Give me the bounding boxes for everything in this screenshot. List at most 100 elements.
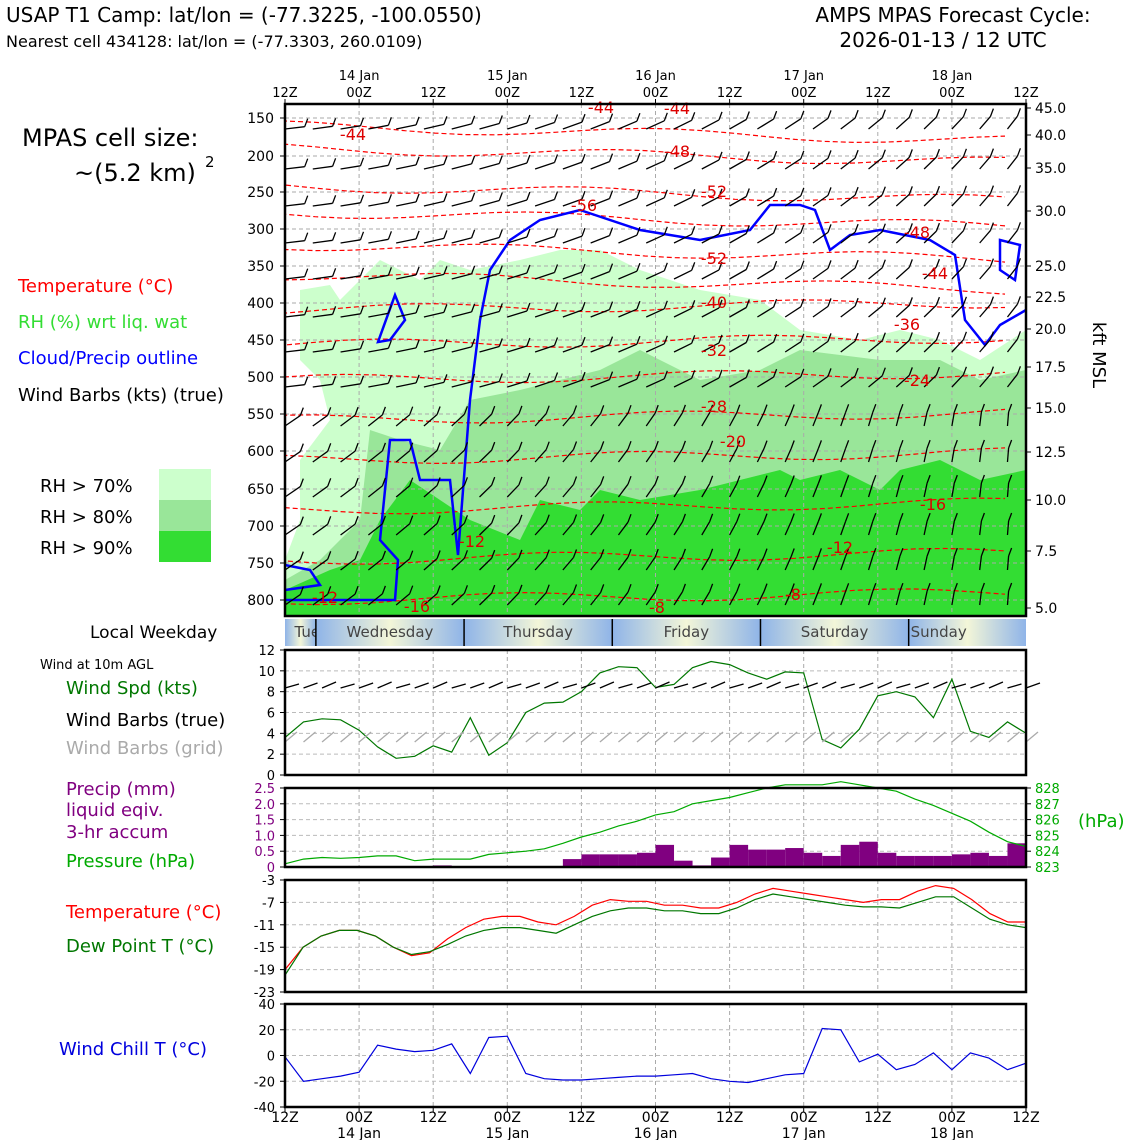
wind-barb-feather xyxy=(436,406,441,415)
wind-barb-feather xyxy=(953,547,958,557)
wind-barb-feather xyxy=(708,475,714,485)
wind-barb-staff xyxy=(1006,229,1018,244)
wind-barb-staff xyxy=(951,193,964,207)
wind-barb-staff xyxy=(979,156,991,170)
wind-barb-staff xyxy=(451,311,472,318)
wind-barb xyxy=(368,340,393,353)
bottom-date-label: 14 Jan xyxy=(337,1126,381,1140)
top-date-label: 14 Jan xyxy=(339,69,380,84)
wind-barb-feather xyxy=(1016,366,1022,375)
wind-barb-staff xyxy=(784,341,802,353)
wind-barb-feather xyxy=(491,584,496,594)
wind-barb xyxy=(562,549,578,571)
bottom-time-tick-label: 12Z xyxy=(716,1110,743,1126)
wind-barb-feather xyxy=(600,405,605,414)
wind-barb-staff xyxy=(645,591,656,606)
wind-barb xyxy=(618,262,641,280)
wind-barb-feather xyxy=(387,305,393,314)
wind-barb-staff xyxy=(618,343,638,353)
surface-grid-barb xyxy=(525,731,539,743)
wind-barb-staff xyxy=(312,125,333,130)
wind-barb-feather xyxy=(817,583,823,592)
wind-barb xyxy=(451,515,469,536)
wind-barb-feather xyxy=(980,512,986,522)
wind-barb-feather xyxy=(935,258,941,268)
temperature-contour xyxy=(284,334,1006,351)
wind-barb-feather xyxy=(359,305,365,315)
surface-wind-barb xyxy=(859,682,874,689)
wind-barb xyxy=(645,475,659,498)
wind-barb xyxy=(312,516,332,536)
wind-barb-staff xyxy=(506,484,520,498)
wind-barb xyxy=(451,373,476,388)
wind-barb-staff xyxy=(368,347,389,353)
wind-barb xyxy=(395,515,414,536)
wind-barb xyxy=(617,404,632,427)
surface-grid-barb xyxy=(1025,731,1039,743)
wind-barb-feather xyxy=(790,404,795,413)
wind-barb xyxy=(701,475,714,498)
surface-grid-barb xyxy=(858,731,872,743)
wind-barb-feather xyxy=(608,153,614,162)
pressure-tick-label: 150 xyxy=(247,111,274,127)
wind-barb xyxy=(506,476,523,498)
temperature-contour xyxy=(284,272,1006,295)
wind-barb-feather xyxy=(962,331,968,341)
temperature-contour-label: -44 xyxy=(664,99,690,118)
wind-barb-feather xyxy=(935,185,941,195)
wind-barb-feather xyxy=(980,403,986,413)
wind-barb-staff xyxy=(840,267,856,280)
wind-barb xyxy=(312,158,337,170)
wind-barb xyxy=(284,551,304,571)
wind-barb-feather xyxy=(359,267,365,277)
surface-grid-barb xyxy=(877,731,891,743)
wind-barb xyxy=(507,228,531,244)
wind-barb-feather xyxy=(663,226,668,236)
temperature-contour-label: -12 xyxy=(827,538,853,557)
wind-barb-staff xyxy=(951,447,955,463)
wind-barb-staff xyxy=(979,447,983,463)
wind-barb xyxy=(340,406,359,427)
wind-barb-feather xyxy=(772,298,778,308)
wind-barb xyxy=(284,306,309,318)
wind-barb-staff xyxy=(951,411,955,427)
wind-barb xyxy=(479,476,496,498)
wind-barb xyxy=(756,440,768,463)
wind-barb-feather xyxy=(908,297,913,306)
wind-barb xyxy=(340,585,359,606)
wind-barb xyxy=(895,223,913,244)
wind-barb-staff xyxy=(867,591,874,606)
wind-barb-staff xyxy=(506,557,520,571)
wind-barb-feather xyxy=(681,548,687,558)
pressure-tick-label: 650 xyxy=(247,482,274,498)
wind-barb-staff xyxy=(479,122,500,130)
wind-barb-staff xyxy=(618,160,638,170)
wind-barb xyxy=(506,405,523,427)
wind-barb-staff xyxy=(673,377,692,388)
bottom-time-tick-label: 12Z xyxy=(568,1110,595,1126)
wind-barb-feather xyxy=(415,304,420,314)
surface-wind-barb xyxy=(747,682,763,689)
wind-barb-feather xyxy=(691,262,696,271)
wind-barb-feather xyxy=(800,260,805,270)
wind-barb-staff xyxy=(479,413,493,427)
wind-barb-feather xyxy=(881,332,886,341)
wind-barb xyxy=(618,189,641,207)
wind-barb-staff xyxy=(1006,520,1010,536)
wind-barb-staff xyxy=(895,412,901,427)
wind-barb-staff xyxy=(534,121,555,130)
wind-barb xyxy=(423,477,441,498)
wind-barb xyxy=(284,407,304,427)
wind-barb-feather xyxy=(304,341,309,350)
wind-barb-staff xyxy=(701,591,711,606)
weekday-name: Thursday xyxy=(502,623,573,641)
wind-barb xyxy=(868,109,886,130)
wind-barb xyxy=(562,336,586,353)
wind-barb-feather xyxy=(745,188,750,197)
wind-barb-feather xyxy=(518,514,523,524)
wind-barb-feather xyxy=(772,260,778,270)
weekday-name: Wednesday xyxy=(347,623,434,641)
wind-barb xyxy=(507,302,531,318)
wind-barb-staff xyxy=(812,117,829,130)
